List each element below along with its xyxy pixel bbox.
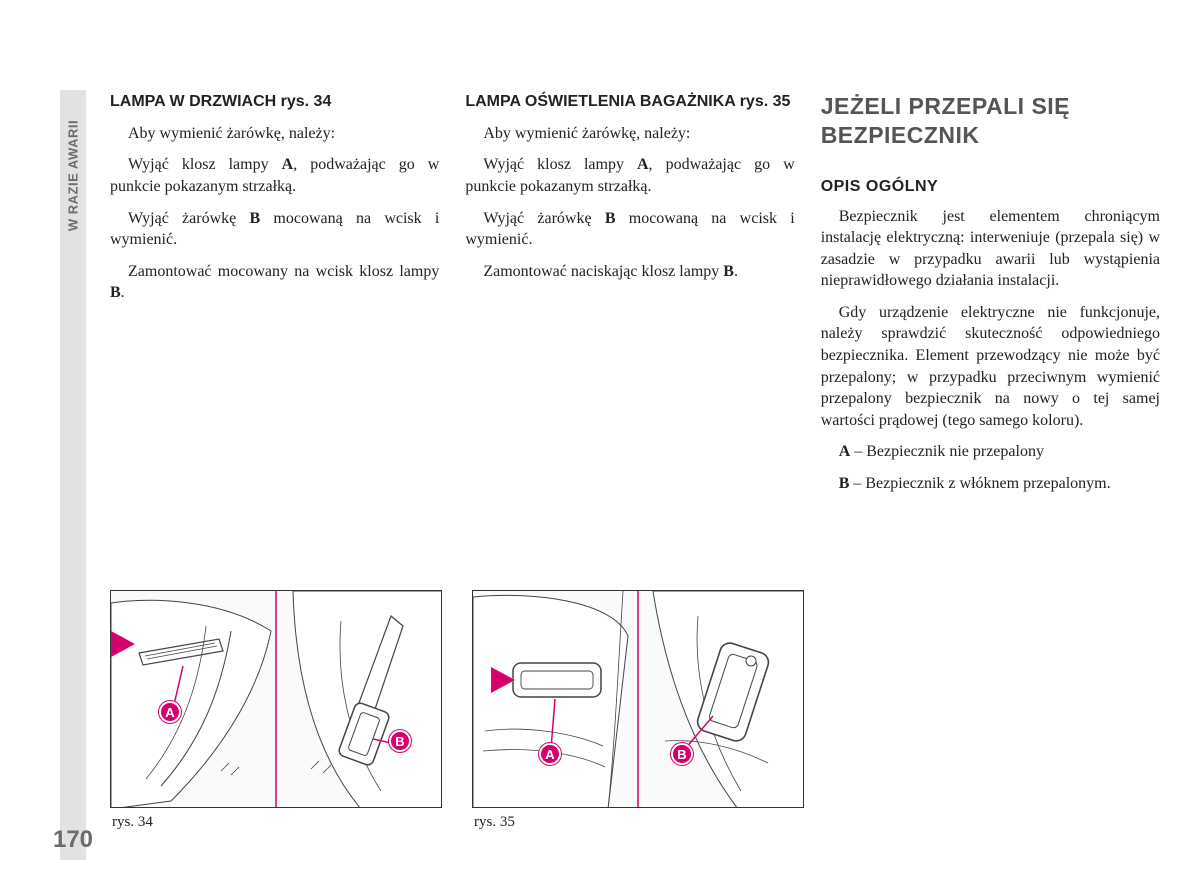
figure-35-arrow-icon bbox=[491, 667, 515, 693]
col2-p1: Aby wymienić żarówkę, należy: bbox=[465, 123, 794, 145]
col1-p2-bold: A bbox=[282, 156, 294, 173]
figure-35: F0B0153b bbox=[472, 590, 804, 808]
col1-p3: Wyjąć żarówkę B mocowaną na wcisk i wymi… bbox=[110, 208, 439, 251]
column-3: JEŻELI PRZEPALI SIĘ BEZPIECZNIK OPIS OGÓ… bbox=[821, 92, 1160, 505]
col3-p3: A – Bezpiecznik nie przepalony bbox=[821, 441, 1160, 463]
figure-34-callout-b: B bbox=[389, 730, 411, 752]
col2-p4: Zamontować naciskając klosz lampy B. bbox=[465, 261, 794, 283]
col2-p2: Wyjąć klosz lampy A, podważając go w pun… bbox=[465, 154, 794, 197]
figure-34-wrap: F0B0145b bbox=[110, 590, 442, 831]
col1-p4-bold: B bbox=[110, 284, 121, 301]
sidebar: W RAZIE AWARII 170 bbox=[60, 90, 86, 860]
col3-p4: B – Bezpiecznik z włóknem przepalonym. bbox=[821, 473, 1160, 495]
col1-p2: Wyjąć klosz lampy A, podważając go w pun… bbox=[110, 154, 439, 197]
figure-34-callout-a: A bbox=[159, 701, 181, 723]
col2-p4-bold: B bbox=[723, 263, 734, 280]
figure-35-callout-b: B bbox=[671, 743, 693, 765]
col2-p4-pre: Zamontować naciskając klosz lampy bbox=[483, 263, 723, 280]
figure-35-wrap: F0B0153b bbox=[472, 590, 804, 831]
col3-big-title: JEŻELI PRZEPALI SIĘ BEZPIECZNIK bbox=[821, 92, 1160, 150]
col3-p3-post: – Bezpiecznik nie przepalony bbox=[850, 443, 1044, 460]
figure-34-arrow-icon bbox=[111, 631, 135, 657]
col1-p3-bold: B bbox=[249, 210, 260, 227]
content-columns: LAMPA W DRZWIACH rys. 34 Aby wymienić ża… bbox=[110, 92, 1160, 505]
column-1: LAMPA W DRZWIACH rys. 34 Aby wymienić ża… bbox=[110, 92, 439, 505]
col2-p2-pre: Wyjąć klosz lampy bbox=[483, 156, 637, 173]
col3-p1: Bezpiecznik jest elementem chroniącym in… bbox=[821, 206, 1160, 292]
figure-34: F0B0145b bbox=[110, 590, 442, 808]
col2-p2-bold: A bbox=[637, 156, 649, 173]
col2-p3-bold: B bbox=[605, 210, 616, 227]
figure-34-caption: rys. 34 bbox=[112, 814, 442, 831]
figure-35-illustration bbox=[473, 591, 804, 808]
figure-34-illustration bbox=[111, 591, 442, 808]
col1-p3-pre: Wyjąć żarówkę bbox=[128, 210, 249, 227]
col2-heading: LAMPA OŚWIETLENIA BAGAŻNIKA rys. 35 bbox=[465, 92, 794, 113]
page-number: 170 bbox=[53, 826, 93, 854]
figure-35-caption: rys. 35 bbox=[474, 814, 804, 831]
col2-p4-post: . bbox=[734, 263, 738, 280]
figure-35-callout-a: A bbox=[539, 743, 561, 765]
figures-row: F0B0145b bbox=[110, 590, 804, 831]
col3-sub-title: OPIS OGÓLNY bbox=[821, 178, 1160, 196]
col3-p2: Gdy urządzenie elektryczne nie funkcjonu… bbox=[821, 302, 1160, 432]
col1-p4: Zamontować mocowany na wcisk klosz lampy… bbox=[110, 261, 439, 304]
col3-p3-bold: A bbox=[839, 443, 851, 460]
sidebar-section-label: W RAZIE AWARII bbox=[66, 120, 81, 231]
col1-heading: LAMPA W DRZWIACH rys. 34 bbox=[110, 92, 439, 113]
col1-p1: Aby wymienić żarówkę, należy: bbox=[110, 123, 439, 145]
col1-p4-pre: Zamontować mocowany na wcisk klosz lampy bbox=[128, 263, 439, 280]
col1-p4-post: . bbox=[121, 284, 125, 301]
column-2: LAMPA OŚWIETLENIA BAGAŻNIKA rys. 35 Aby … bbox=[465, 92, 794, 505]
col2-p3: Wyjąć żarówkę B mocowaną na wcisk i wymi… bbox=[465, 208, 794, 251]
col3-p4-bold: B bbox=[839, 475, 850, 492]
col1-p2-pre: Wyjąć klosz lampy bbox=[128, 156, 282, 173]
col3-p4-post: – Bezpiecznik z włóknem przepalonym. bbox=[849, 475, 1110, 492]
col2-p3-pre: Wyjąć żarówkę bbox=[483, 210, 604, 227]
